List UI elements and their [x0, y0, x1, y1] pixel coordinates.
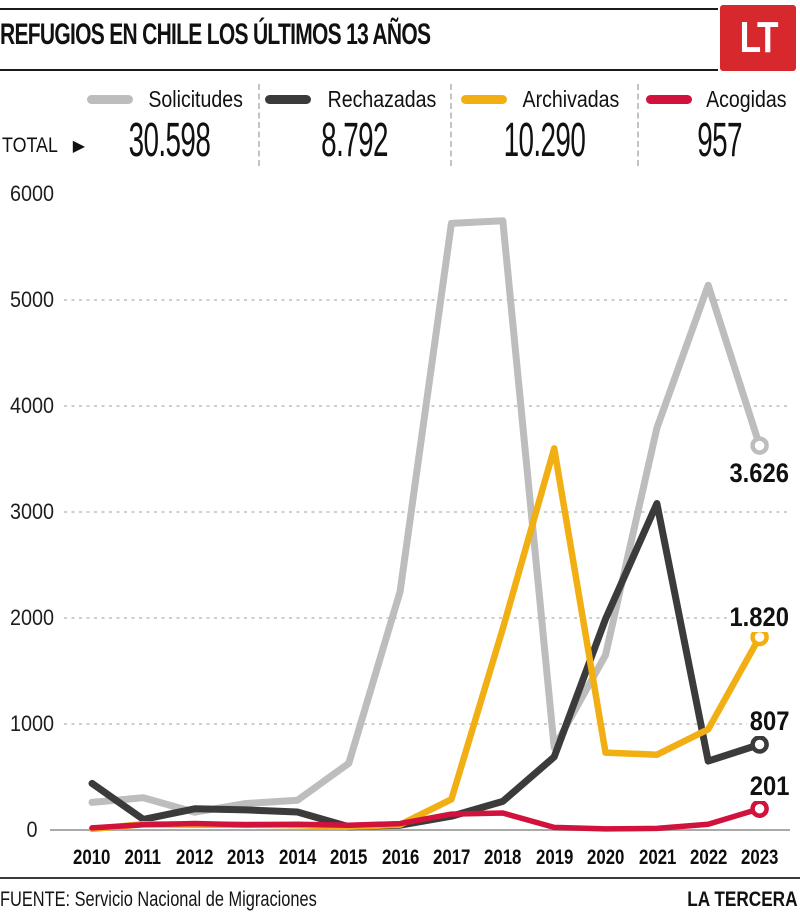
legend-row: Rechazadas	[264, 85, 446, 112]
total-label: TOTAL ▶	[2, 134, 86, 157]
line-rechazadas	[88, 500, 764, 831]
line-acogidas	[89, 805, 763, 832]
legend-swatch-acogidas	[645, 94, 692, 104]
page-title: REFUGIOS EN CHILE LOS ÚLTIMOS 13 AÑOS	[0, 18, 431, 51]
year-label-2014: 2014	[278, 846, 317, 869]
y-tick-label-2000: 2000	[9, 605, 55, 630]
legend-total: 957	[697, 114, 742, 168]
year-label-2023: 2023	[741, 846, 779, 869]
year-label-2013: 2013	[227, 846, 265, 869]
legend-name: Acogidas	[705, 85, 787, 112]
legend-row: Archivadas	[461, 86, 628, 112]
end-marker-solicitudes	[750, 436, 769, 455]
year-label-2021: 2021	[638, 846, 677, 869]
x-axis-labels: 2010 2011 2012 2013 2014 2015 2016 2017 2018 2019…	[66, 846, 786, 870]
total-arrow-icon: ▶	[72, 137, 86, 155]
y-tick-label-1000: 1000	[9, 711, 55, 736]
legend-swatch-rechazadas	[264, 94, 311, 104]
y-tick-label-3000: 3000	[9, 499, 55, 524]
legend-total: 30.598	[128, 114, 210, 168]
legend-row: Solicitudes	[86, 85, 251, 112]
legend-item-solicitudes: Solicitudes 30.598	[0, 84, 258, 166]
legend-name: Archivadas	[522, 85, 620, 112]
end-value-acogidas: 201	[747, 771, 792, 801]
header-bottom-rule	[0, 69, 718, 71]
y-tick-label-6000: 6000	[9, 181, 55, 206]
y-tick-label-0: 0	[26, 817, 38, 842]
source-note: FUENTE: Servicio Nacional de Migraciones	[0, 888, 317, 911]
year-label-2012: 2012	[175, 846, 214, 869]
year-label-2017: 2017	[432, 846, 471, 869]
end-marker-rechazadas	[750, 735, 769, 754]
legend-total: 8.792	[321, 114, 389, 168]
header-top-rule	[0, 8, 718, 10]
year-label-2015: 2015	[330, 846, 368, 869]
year-label-2011: 2011	[124, 846, 162, 869]
end-value-archivadas: 1.820	[727, 602, 792, 632]
year-label-2010: 2010	[73, 846, 111, 869]
end-value-rechazadas: 807	[747, 706, 792, 736]
legend-item-archivadas: Archivadas 10.290	[450, 84, 637, 166]
year-label-2022: 2022	[690, 846, 728, 869]
year-label-2019: 2019	[535, 846, 574, 869]
legend-swatch-solicitudes	[86, 94, 133, 104]
legend-item-rechazadas: Rechazadas 8.792	[258, 84, 450, 166]
year-label-2020: 2020	[587, 846, 625, 869]
legend-swatch-archivadas	[461, 94, 508, 104]
y-tick-label-5000: 5000	[9, 287, 55, 312]
legend-name: Rechazadas	[327, 85, 436, 112]
brand-name: LA TERCERA	[687, 888, 798, 911]
year-label-2018: 2018	[484, 846, 522, 869]
legend-item-acogidas: Acogidas 957	[637, 84, 800, 166]
legend: Solicitudes 30.598 Rechazadas 8.792 Arch…	[0, 84, 800, 166]
chart-area: 2010 2011 2012 2013 2014 2015 2016 2017 2018 2019…	[0, 170, 800, 876]
lt-logo-text: LT	[739, 13, 778, 62]
legend-row: Acogidas	[645, 85, 794, 112]
end-marker-archivadas	[750, 627, 769, 647]
year-label-2016: 2016	[381, 846, 419, 869]
legend-total: 10.290	[503, 114, 586, 168]
chart-svg	[50, 217, 790, 833]
lt-logo: LT	[720, 5, 796, 71]
footer-rule	[0, 877, 800, 879]
y-tick-label-4000: 4000	[9, 393, 55, 418]
legend-name: Solicitudes	[148, 85, 243, 112]
end-marker-acogidas	[750, 799, 769, 818]
end-value-solicitudes: 3.626	[727, 458, 792, 488]
